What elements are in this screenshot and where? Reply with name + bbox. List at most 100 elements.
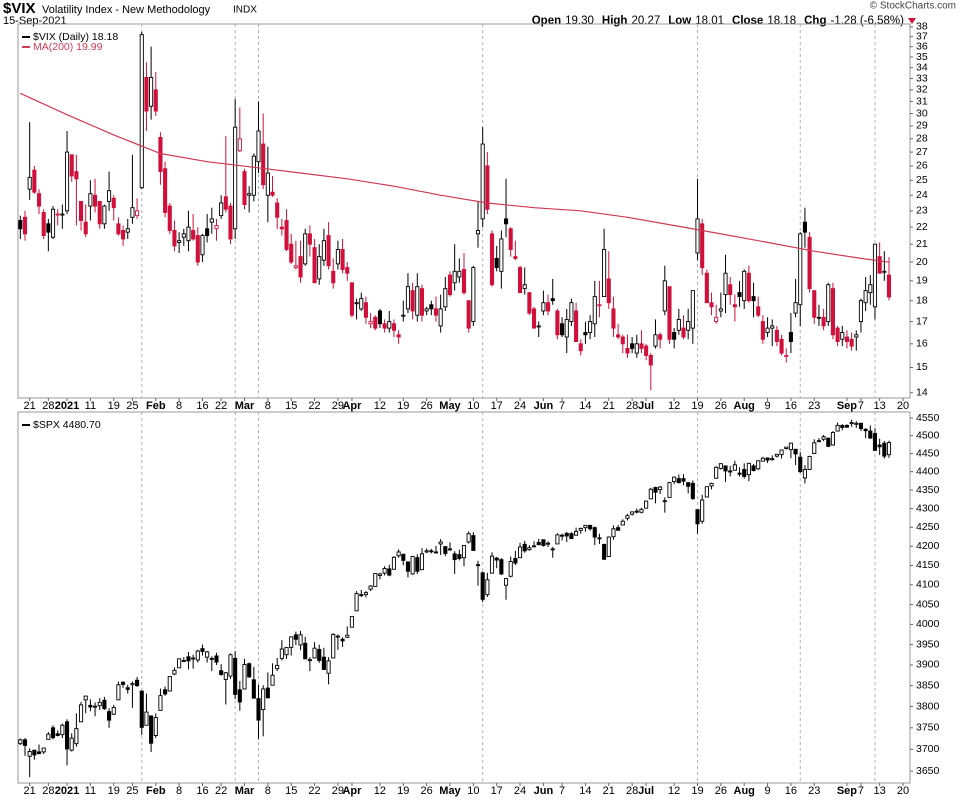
x-tick-label: 13 [874, 785, 886, 797]
candle-body [64, 151, 70, 212]
candle-body [261, 143, 266, 186]
candle-body [135, 210, 140, 217]
candle-body [872, 243, 878, 308]
x-tick-label: Mar [235, 785, 255, 797]
candle-body [779, 338, 784, 354]
legend-label: $VIX (Daily) 18.18 [33, 31, 118, 43]
candle-body [751, 465, 756, 472]
candle-body [798, 456, 803, 473]
candle-body [177, 658, 182, 669]
x-tick-label: 29 [332, 785, 344, 797]
x-tick-label: 25 [126, 785, 138, 797]
candle-body [144, 77, 149, 112]
candle-body [172, 230, 177, 247]
candle-body [317, 648, 322, 661]
x-tick-label: 21 [603, 785, 615, 797]
x-tick-label: 10 [467, 400, 479, 412]
candle-body [886, 442, 892, 456]
candle-body [578, 527, 583, 531]
candle-body [387, 568, 392, 576]
candle-body [690, 482, 695, 499]
candle-body [298, 634, 303, 646]
x-tick-label: 7 [559, 400, 565, 412]
candle-body [97, 200, 102, 225]
candle-body [270, 674, 275, 686]
legend-label: $SPX 4480.70 [33, 419, 101, 431]
y-tick-label: 3700 [916, 743, 940, 755]
candle-body [181, 233, 186, 238]
candle-body [284, 220, 289, 250]
candle-body [634, 510, 639, 513]
y-tick-label: 16 [916, 338, 928, 350]
candle-body [541, 539, 546, 546]
candle-body [429, 304, 434, 310]
x-tick-label: 12 [668, 400, 680, 412]
candle-body [560, 323, 565, 336]
candle-body [630, 511, 635, 515]
x-tick-label: 7 [559, 785, 565, 797]
x-tick-label: 24 [514, 400, 526, 412]
candle-body [513, 256, 518, 259]
x-tick-label: Sep [837, 785, 857, 797]
candle-body [265, 172, 270, 196]
candle-body [802, 469, 807, 479]
candle-body [242, 664, 247, 690]
candle-body [522, 284, 527, 290]
candle-body [672, 332, 677, 340]
candle-body [214, 655, 219, 663]
x-tick-label: 26 [421, 785, 433, 797]
x-tick-label: 21 [24, 785, 36, 797]
candle-body [489, 233, 495, 286]
candle-body [219, 670, 224, 675]
candle-body [662, 280, 667, 312]
quote-value: 19.30 [565, 15, 594, 27]
candle-body [704, 486, 709, 498]
candle-body [368, 321, 373, 325]
candle-body [27, 751, 32, 757]
candle-body [317, 256, 322, 280]
candle-body [340, 638, 345, 642]
candle-body [774, 329, 779, 342]
candle-body [284, 646, 289, 656]
candle-body [55, 733, 60, 736]
candle-body [658, 486, 663, 491]
candle-body [639, 343, 644, 349]
candle-body [718, 308, 723, 312]
y-tick-label: 22 [916, 221, 928, 233]
y-tick-label: 30 [916, 107, 928, 119]
candle-body [700, 223, 705, 269]
y-tick-label: 4400 [916, 465, 940, 477]
x-tick-label: Aug [734, 785, 755, 797]
candle-body [452, 270, 457, 284]
candle-body [22, 739, 28, 746]
candle-body [826, 437, 831, 447]
instrument-name: Volatility Index - New Methodology [42, 4, 211, 16]
x-tick-label: 8 [176, 400, 182, 412]
y-tick-label: 34 [916, 61, 928, 73]
candle-body [149, 77, 154, 107]
candle-body [396, 334, 401, 338]
candle-body [349, 615, 354, 628]
y-tick-label: 4200 [916, 540, 940, 552]
candle-body [345, 634, 350, 638]
x-tick-label: 21 [24, 400, 36, 412]
candle-body [648, 488, 653, 500]
candle-body [438, 541, 443, 545]
x-tick-label: 25 [126, 400, 138, 412]
candle-body [728, 284, 733, 296]
candle-body [223, 672, 228, 680]
candle-body [527, 292, 532, 314]
y-tick-label: 24 [916, 189, 928, 201]
candle-body [835, 327, 840, 342]
candle-body [331, 633, 336, 659]
candle-body [107, 711, 112, 721]
candle-body [527, 547, 532, 551]
candle-body [583, 332, 588, 336]
candle-body [373, 573, 378, 587]
candle-body [625, 515, 630, 519]
candle-body [760, 457, 765, 462]
y-tick-label: 3650 [916, 765, 940, 777]
x-tick-label: 19 [108, 785, 120, 797]
candle-body [499, 238, 504, 272]
